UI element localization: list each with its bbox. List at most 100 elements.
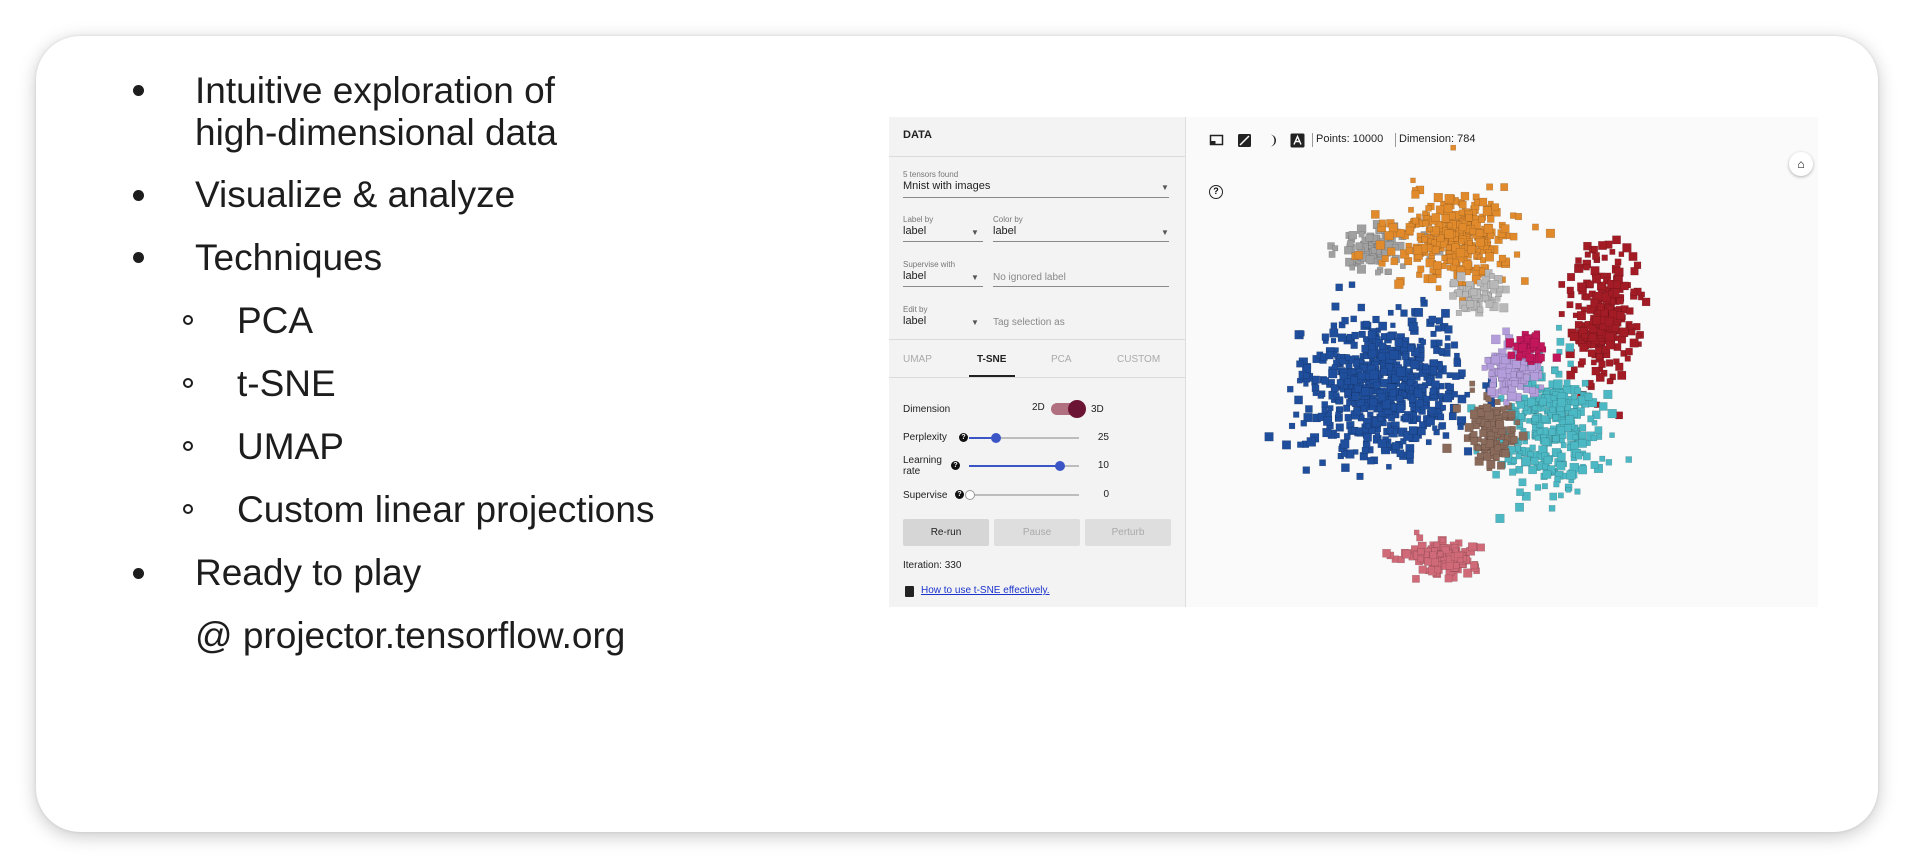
data-point [1386, 332, 1395, 341]
data-point [1369, 398, 1378, 407]
perplexity-slider-thumb[interactable] [991, 433, 1001, 443]
home-icon[interactable]: ⌂ [1789, 152, 1813, 176]
data-point [1549, 492, 1558, 501]
data-point [1468, 542, 1477, 552]
data-point [1297, 441, 1304, 448]
data-point [1541, 415, 1550, 424]
data-point [1500, 406, 1507, 413]
data-point [1521, 277, 1529, 285]
tsne-scatter-plot[interactable] [1185, 117, 1818, 607]
data-point [1441, 546, 1450, 554]
data-point [1396, 449, 1405, 458]
data-point [1343, 433, 1351, 440]
learning-rate-value: 10 [1097, 460, 1109, 471]
data-point [1556, 324, 1562, 331]
data-point [1394, 338, 1403, 347]
data-point [1625, 456, 1633, 463]
data-point [1353, 407, 1361, 416]
data-point [1441, 308, 1450, 318]
sub-bullet-circle [183, 315, 193, 325]
data-point [1564, 404, 1572, 411]
learning-rate-slider-thumb[interactable] [1055, 461, 1065, 471]
data-point [1388, 414, 1396, 422]
dimension-count: Dimension: 784 [1399, 133, 1476, 145]
rerun-button[interactable]: Re-run [903, 519, 989, 546]
data-point [1530, 457, 1539, 465]
data-point [1566, 286, 1574, 294]
data-point [1385, 463, 1392, 470]
tab-custom[interactable]: CUSTOM [1117, 354, 1161, 365]
data-panel: DATA 5 tensors found Mnist with images ▼… [889, 117, 1186, 607]
supervise-with-select[interactable]: label [903, 270, 927, 282]
data-point [1590, 298, 1600, 308]
tab-umap[interactable]: UMAP [903, 354, 932, 365]
supervise-slider-thumb[interactable] [965, 490, 975, 500]
data-point [1584, 251, 1591, 258]
data-point [1551, 448, 1561, 458]
data-point [1486, 183, 1494, 191]
pause-button[interactable]: Pause [994, 519, 1080, 546]
data-point [1457, 423, 1464, 430]
data-point [1510, 371, 1517, 378]
data-point [1595, 373, 1605, 382]
data-point [1430, 558, 1440, 567]
data-point [1530, 338, 1540, 348]
sub-bullet-circle [183, 504, 193, 514]
data-point [1570, 394, 1577, 401]
data-point [1476, 253, 1483, 260]
data-point [1377, 393, 1386, 402]
help-icon[interactable]: ? [1209, 185, 1223, 199]
divider [889, 377, 1185, 378]
tab-pca[interactable]: PCA [1051, 354, 1072, 365]
data-point [1438, 347, 1446, 355]
data-point [1500, 183, 1509, 192]
data-point [1495, 513, 1505, 524]
data-point [1413, 245, 1423, 255]
data-point [1356, 472, 1364, 481]
data-point [1469, 387, 1475, 393]
data-point [1435, 317, 1444, 325]
data-point [1591, 420, 1598, 426]
moon-icon[interactable] [1264, 133, 1279, 148]
data-point [1558, 492, 1564, 499]
data-point [1429, 387, 1437, 395]
data-point [1485, 252, 1494, 262]
labels-icon[interactable] [1290, 133, 1305, 148]
data-point [1389, 350, 1399, 360]
data-point [1325, 351, 1334, 360]
data-point [1391, 442, 1400, 451]
data-point [1337, 333, 1347, 342]
bullet-1-line-1: Intuitive exploration of [195, 70, 555, 111]
data-point [1509, 426, 1516, 433]
perturb-button[interactable]: Perturb [1085, 519, 1171, 546]
label-by-select[interactable]: label [903, 225, 927, 237]
data-point [1328, 369, 1338, 379]
data-point [1477, 543, 1485, 552]
perplexity-track[interactable] [969, 437, 1079, 439]
data-point [1517, 412, 1525, 420]
data-point [1373, 381, 1381, 389]
data-point [1370, 210, 1380, 219]
supervise-track[interactable] [969, 494, 1079, 496]
tsne-help-link[interactable]: How to use t-SNE effectively. [921, 585, 1050, 596]
data-point [1550, 395, 1557, 401]
data-point [1475, 237, 1485, 248]
data-point [1612, 235, 1621, 245]
tag-selection-input[interactable]: Tag selection as [993, 317, 1065, 328]
data-point [1378, 342, 1387, 350]
data-point [1467, 239, 1473, 246]
data-point [1591, 366, 1601, 376]
data-point [1471, 219, 1481, 230]
dataset-select[interactable]: Mnist with images [903, 180, 991, 192]
color-by-select[interactable]: label [993, 225, 1017, 237]
data-point [1352, 359, 1361, 367]
select-rectangle-icon[interactable] [1209, 133, 1224, 148]
dimension-toggle-knob[interactable] [1068, 400, 1086, 418]
ignored-label-input[interactable]: No ignored label [993, 272, 1066, 283]
data-point [1591, 245, 1599, 253]
night-mode-icon[interactable] [1237, 133, 1252, 148]
data-point [1434, 325, 1442, 332]
tab-tsne[interactable]: T-SNE [977, 354, 1007, 365]
edit-by-select[interactable]: label [903, 315, 927, 327]
data-point [1403, 359, 1411, 367]
